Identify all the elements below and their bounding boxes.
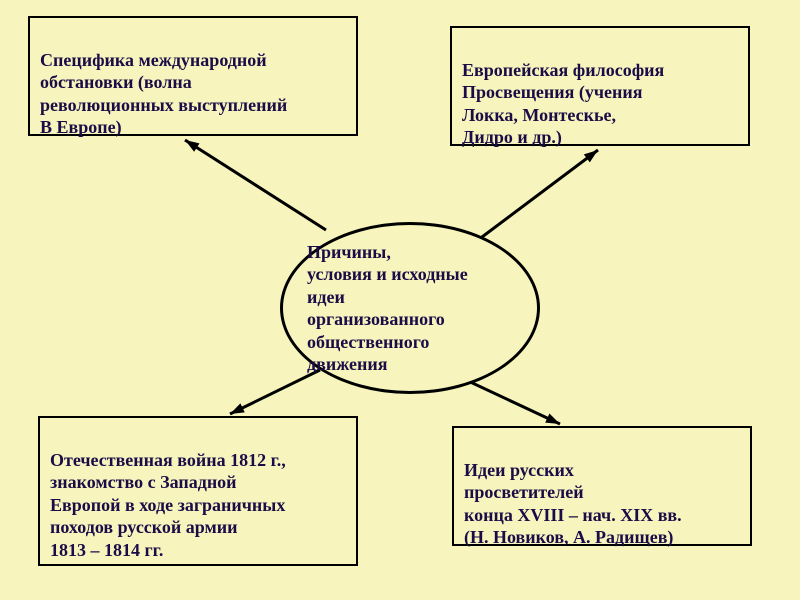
box-top-right: Европейская философия Просвещения (учени… xyxy=(450,26,750,146)
box-bottom-left-text: Отечественная война 1812 г., знакомство … xyxy=(50,450,286,560)
box-bottom-right: Идеи русских просветителей конца XVIII –… xyxy=(452,426,752,546)
box-top-left: Специфика международной обстановки (волн… xyxy=(28,16,358,136)
center-ellipse: Причины, условия и исходные идеи организ… xyxy=(280,222,540,394)
box-top-right-text: Европейская философия Просвещения (учени… xyxy=(462,60,664,148)
center-text: Причины, условия и исходные идеи организ… xyxy=(307,241,468,376)
box-top-left-text: Специфика международной обстановки (волн… xyxy=(40,50,287,138)
box-bottom-left: Отечественная война 1812 г., знакомство … xyxy=(38,416,358,566)
box-bottom-right-text: Идеи русских просветителей конца XVIII –… xyxy=(464,460,682,548)
